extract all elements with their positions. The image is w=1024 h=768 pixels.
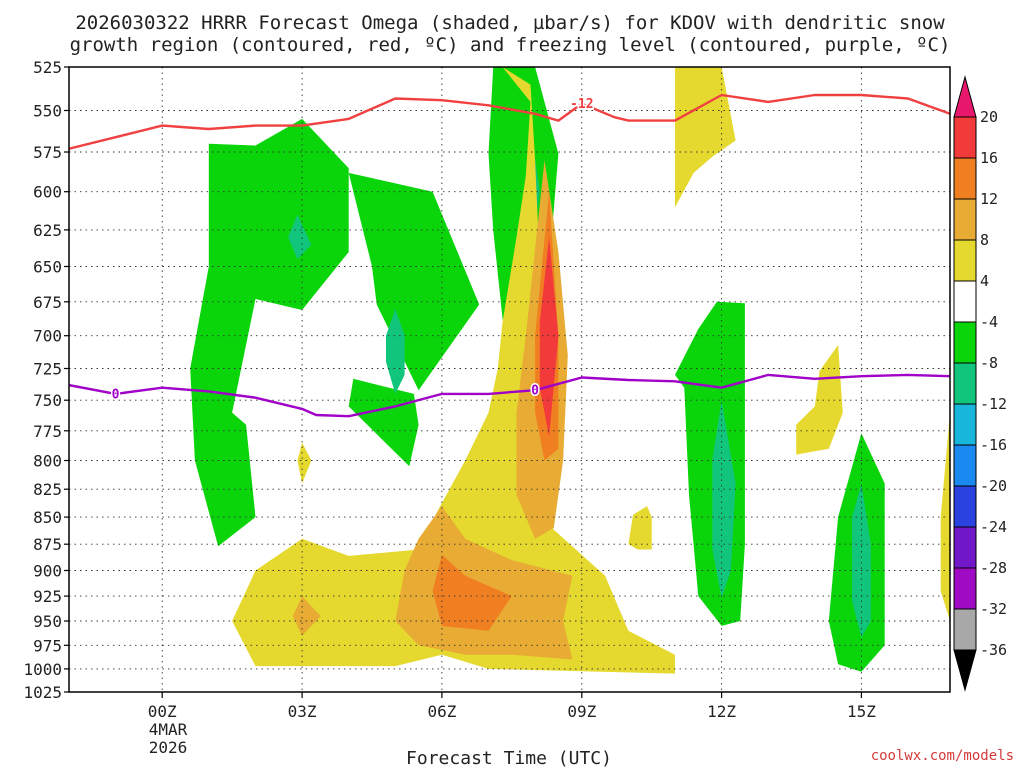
y-tick-label-925: 925 [33,587,62,606]
colorbar-label-20: 20 [980,108,998,126]
date-label-year: 2026 [149,738,188,757]
omega-region-surface-23 [69,692,950,701]
colorbar-label-20: -20 [980,477,1007,495]
y-tick-label-525: 525 [33,58,62,77]
x-axis-labels: 00Z 03Z 06Z 09Z 12Z 15Z [148,692,876,721]
colorbar-label-28: -28 [980,559,1007,577]
y-tick-label-575: 575 [33,143,62,162]
omega-region-4-to-8-13 [796,345,843,455]
y-tick-label-675: 675 [33,293,62,312]
contour-label-freezing-level-0c: 0 [531,384,539,399]
omega-region-4-to-8-14 [628,506,652,550]
contour-lines: -12 0 0 [69,93,950,418]
colorbar-top-arrow [953,75,977,118]
omega-shading [69,67,950,701]
gridlines [69,67,950,693]
omega-region-8-to-12-19 [292,596,321,636]
colorbar-swatch-12-to-16 [953,403,977,446]
y-tick-label-875: 875 [33,535,62,554]
omega-region-8-to-12-6 [288,214,312,260]
y-tick-label-800: 800 [33,452,62,471]
y-tick-label-600: 600 [33,183,62,202]
x-tick-label-00z: 00Z [148,702,177,721]
omega-region-4-to-8-1 [348,172,480,391]
colorbar-label-12: -12 [980,395,1007,413]
colorbar-swatch-4-to-4 [953,280,977,323]
y-tick-label-550: 550 [33,102,62,121]
y-tick-label-1000: 1000 [23,660,62,679]
colorbar-swatch-16-to-12 [953,157,977,200]
chart-title-line-2: growth region (contoured, red, ºC) and f… [70,34,951,56]
y-tick-label-700: 700 [33,327,62,346]
colorbar-swatch-16-to-20 [953,444,977,487]
y-tick-label-725: 725 [33,360,62,379]
colorbar-swatch-8-to-12 [953,362,977,405]
omega-region-8-to-12-10 [852,483,871,638]
omega-region-8-to-12-9 [712,400,736,599]
contour-freezing-level-0c [69,373,950,418]
colorbar-label-16: 16 [980,149,998,167]
contour-label-dendritic-12c: -12 [570,97,593,112]
colorbar-swatch-24-to-28 [953,526,977,569]
omega-region-8-to-12-18 [395,506,573,660]
colorbar-label-8: -8 [980,354,998,372]
x-tick-label-15z: 15Z [847,702,876,721]
x-tick-label-03z: 03Z [288,702,317,721]
omega-region-4-to-8-16 [940,412,950,621]
y-tick-label-975: 975 [33,636,62,655]
colorbar-label-8: 8 [980,231,989,249]
y-tick-label-775: 775 [33,422,62,441]
colorbar-label-32: -32 [980,600,1007,618]
y-tick-label-1025: 1025 [23,683,62,702]
y-tick-label-650: 650 [33,258,62,277]
x-tick-label-06z: 06Z [427,702,456,721]
colorbar-label-4: 4 [980,272,989,290]
x-axis-title: Forecast Time (UTC) [406,748,612,768]
colorbar-swatch-32-to-36 [953,608,977,651]
y-tick-label-625: 625 [33,221,62,240]
omega-region-8-to-12-7 [386,308,405,394]
colorbar-label-12: 12 [980,190,998,208]
omega-region-4-to-8-2 [348,378,419,467]
omega-region-4-to-8-15 [297,442,312,484]
y-axis-labels: 525 550 575 600 625 650 675 700 725 750 775 800 825 8… [23,58,69,702]
chart-title-line-1: 2026030322 HRRR Forecast Omega (shaded, … [75,12,945,34]
colorbar-label-24: -24 [980,518,1007,536]
colorbar: 20 16 12 8 4 -4 -8 -12 -16 -20 -24 -28 -32 -36 [953,75,1007,692]
omega-region-4-to-8-4 [675,301,745,626]
colorbar-bottom-arrow [953,649,977,692]
omega-region-4-to-8-0 [190,118,349,547]
y-tick-label-825: 825 [33,480,62,499]
y-tick-label-900: 900 [33,562,62,581]
colorbar-swatch-20-to-16 [953,116,977,159]
colorbar-swatch-4-to-8 [953,321,977,364]
colorbar-label-36: -36 [980,641,1007,659]
colorbar-swatch-8-to-4 [953,239,977,282]
colorbar-swatch-28-to-32 [953,567,977,610]
omega-region-12-to-16-21 [432,554,512,631]
omega-region-4-to-8-12 [675,67,736,208]
x-tick-label-12z: 12Z [707,702,736,721]
y-tick-label-750: 750 [33,391,62,410]
colorbar-label-4: -4 [980,313,998,331]
credit-link: coolwx.com/models [871,748,1014,764]
y-tick-label-850: 850 [33,508,62,527]
plot-frame [68,66,951,693]
colorbar-swatch-12-to-8 [953,198,977,241]
colorbar-label-16: -16 [980,436,1007,454]
contour-label-freezing-level-0c: 0 [112,387,120,402]
contour-dendritic-12c [69,93,950,150]
colorbar-swatch-20-to-24 [953,485,977,528]
x-tick-label-09z: 09Z [567,702,596,721]
y-tick-label-950: 950 [33,612,62,631]
date-label-day: 4MAR [149,720,188,739]
